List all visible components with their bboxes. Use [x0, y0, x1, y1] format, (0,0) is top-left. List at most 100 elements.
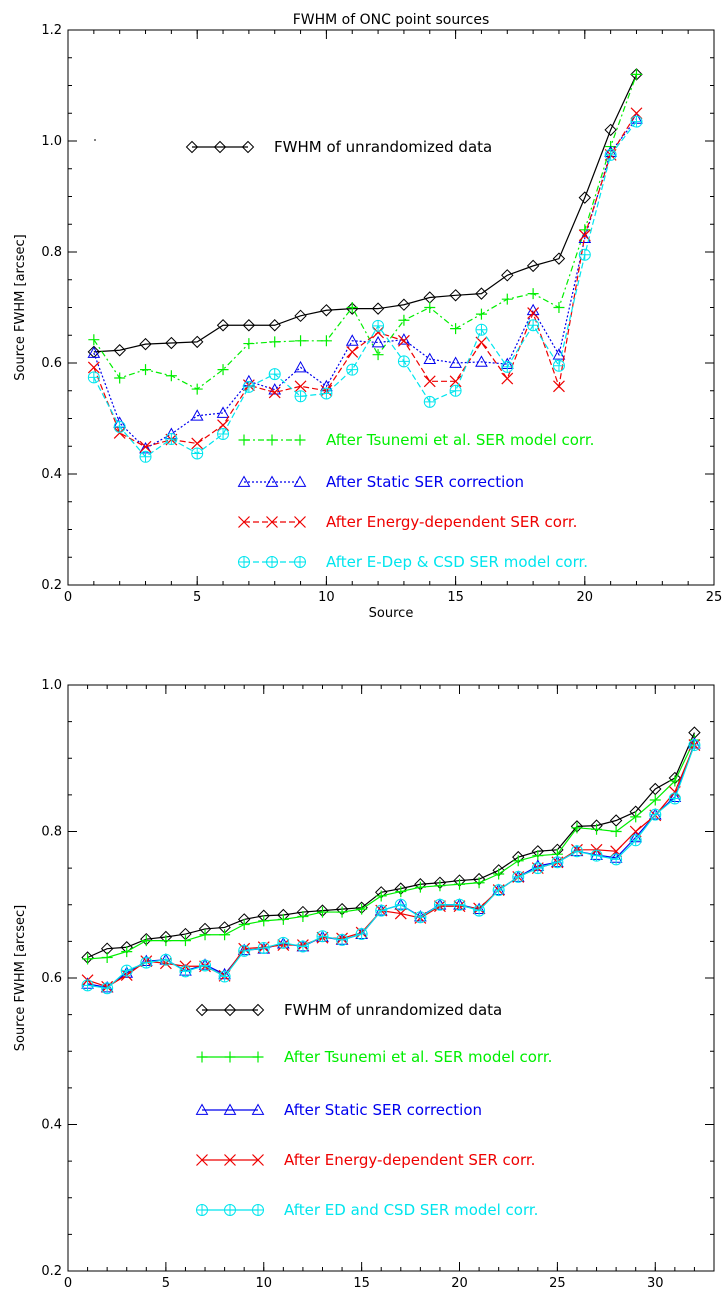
- legend-marker: [195, 1103, 209, 1115]
- series-5-point-cross: [238, 945, 250, 957]
- series-2-point: [346, 302, 358, 313]
- series-5-point-cross: [450, 385, 462, 397]
- series-3: [87, 112, 643, 454]
- series-2-point: [140, 364, 152, 376]
- legend-label: After Energy-dependent SER corr.: [284, 1151, 535, 1169]
- chart-1-x-axis-label: Source: [369, 606, 414, 621]
- series-2-point: [395, 886, 407, 898]
- legend-label: After Tsunemi et al. SER model corr.: [326, 431, 594, 449]
- y-tick-label: 0.2: [41, 578, 62, 593]
- series-5-point-cross: [316, 930, 328, 942]
- series-5-point: [336, 933, 349, 946]
- series-2-point: [649, 794, 661, 806]
- series-4-line: [93, 112, 637, 448]
- series-1: [87, 68, 643, 359]
- legend-marker: [294, 434, 306, 446]
- legend-marker: [196, 1154, 208, 1166]
- series-5-line: [93, 121, 637, 458]
- series-5-point-cross: [501, 361, 513, 373]
- legend-marker: [238, 516, 250, 528]
- series-5-point: [346, 363, 359, 376]
- x-tick-label: 20: [451, 1276, 468, 1291]
- series-5-point: [433, 898, 446, 911]
- legend-marker-cross: [252, 1204, 264, 1216]
- series-4-point: [423, 375, 436, 388]
- legend-marker: [294, 516, 306, 528]
- legend-marker: [185, 140, 199, 154]
- series-5-point: [199, 959, 212, 972]
- series-5-point: [294, 390, 307, 403]
- chart-2-frame: [67, 684, 715, 1272]
- legend-marker: [195, 1003, 209, 1017]
- series-5-point: [217, 428, 230, 441]
- series-5-point-cross: [160, 954, 172, 966]
- series-5-point: [101, 982, 114, 995]
- series-3-line: [93, 118, 637, 450]
- series-5-point: [475, 323, 488, 336]
- legend-marker: [224, 1051, 236, 1063]
- y-tick-label: 1.2: [41, 23, 62, 38]
- series-5-point-cross: [356, 928, 368, 940]
- series-5-point: [604, 148, 617, 161]
- legend-marker: [196, 1051, 208, 1063]
- legend-marker: [196, 1204, 208, 1216]
- x-tick-label: 30: [647, 1276, 664, 1291]
- legend-marker: [252, 1154, 264, 1166]
- series-4-point: [372, 326, 385, 339]
- series-2-point: [269, 336, 281, 348]
- series-3-point: [397, 333, 411, 345]
- series-1-point: [397, 298, 411, 311]
- series-4-line: [87, 744, 695, 988]
- series-2-point: [450, 323, 462, 335]
- series-5-point-cross: [121, 965, 133, 977]
- series-2-point: [297, 910, 309, 922]
- series-5-point-cross: [688, 739, 700, 751]
- series-5-point: [578, 248, 591, 261]
- y-tick-label: 0.4: [41, 467, 62, 482]
- series-5-point-cross: [243, 381, 255, 393]
- series-2-point: [375, 890, 387, 902]
- series-2-point: [454, 878, 466, 890]
- legend-marker: [223, 1103, 237, 1115]
- series-4-point: [449, 375, 462, 388]
- x-tick-label: 25: [706, 590, 723, 605]
- series-5-point-cross: [532, 862, 544, 874]
- legend-marker-cross: [224, 1204, 236, 1216]
- series-2-point: [610, 826, 622, 837]
- legend-marker-cross: [294, 556, 306, 568]
- legend-marker: [238, 434, 250, 446]
- series-3-point: [371, 335, 385, 348]
- series-5-point: [355, 928, 368, 941]
- series-5-point: [423, 395, 436, 408]
- series-5-point: [218, 970, 231, 983]
- series-5-point: [81, 979, 94, 992]
- series-5-point: [120, 964, 133, 977]
- series-5-point: [688, 739, 701, 752]
- series-3-line: [87, 743, 695, 989]
- x-tick-label: 15: [353, 1276, 370, 1291]
- series-5-point-cross: [297, 941, 309, 953]
- series-1-point: [526, 259, 540, 273]
- series-5-point: [238, 944, 251, 957]
- series-5-point: [140, 956, 153, 969]
- series-5-point: [139, 450, 152, 463]
- y-tick-label: 0.2: [41, 1264, 62, 1279]
- y-tick-label: 0.8: [41, 245, 62, 260]
- series-2-point: [101, 951, 113, 963]
- legend-marker-cross: [266, 556, 278, 568]
- series-1-point: [268, 319, 281, 332]
- y-tick-label: 1.0: [41, 134, 62, 149]
- legend-marker: [213, 140, 227, 154]
- series-2-point: [501, 293, 513, 305]
- series-5-point-cross: [512, 871, 524, 883]
- series-3-point: [345, 334, 359, 346]
- legend-label: After Static SER correction: [284, 1101, 482, 1119]
- series-5-point: [668, 792, 681, 805]
- series-5-line: [87, 744, 695, 989]
- series-1-point: [501, 269, 514, 282]
- series-5-point-cross: [414, 911, 426, 923]
- series-4-point: [139, 440, 152, 453]
- series-2-point: [243, 338, 255, 350]
- series-2-point: [140, 935, 152, 947]
- chart-1-y-axis-label: Source FWHM [arcsec]: [13, 234, 28, 380]
